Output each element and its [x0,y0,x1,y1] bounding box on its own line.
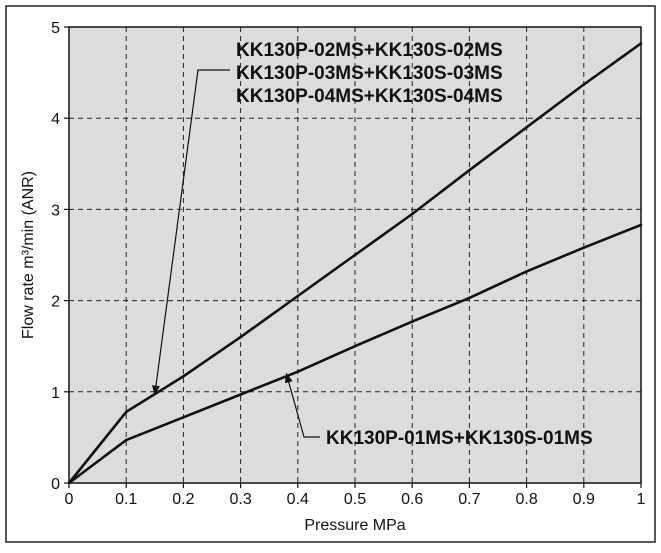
annotation-upper-label: KK130P-04MS+KK130S-04MS [236,86,503,107]
series-2-point [67,481,71,485]
series-1-point [182,374,185,378]
series-2-point [296,370,300,374]
x-tick-label: 0.3 [229,491,251,508]
series-1-point [582,83,586,86]
series-1-point [410,212,414,216]
series-2-point [639,223,643,227]
series-2-point [468,296,471,300]
x-tick-label: 1 [637,491,646,508]
series-1-point [296,294,300,298]
series-1-point [525,126,528,129]
x-tick-label: 0.5 [344,491,366,508]
annotation-upper-arrow [152,69,230,396]
series-2-point [124,438,128,442]
x-tick-label: 0.2 [172,491,194,508]
x-tick-label: 0.4 [287,491,309,508]
x-tick-label: 0 [65,491,74,508]
annotation-lower-arrow [284,372,320,438]
y-tick-label: 4 [51,111,60,128]
y-tick-label: 3 [51,202,60,219]
x-tick-label: 0.6 [401,491,423,508]
y-tick-label: 2 [51,294,60,311]
series-2-point [353,344,357,348]
y-tick-label: 5 [51,20,60,37]
y-tick-label: 0 [51,476,60,493]
x-tick-label: 0.1 [115,491,137,508]
y-axis-label: Flow rate m³/min (ANR) [20,171,37,339]
x-axis-label: Pressure MPa [304,517,405,534]
series-2-point [239,393,242,396]
annotation-upper-label: KK130P-02MS+KK130S-02MS [236,40,503,61]
y-tick-label: 1 [51,385,60,402]
series-1-point [353,253,357,257]
x-tick-label: 0.9 [573,491,595,508]
series-2-point [582,246,586,250]
x-tick-label: 0.8 [515,491,537,508]
annotation-lower-label: KK130P-01MS+KK130S-01MS [326,428,593,449]
series-1-point [124,410,128,414]
x-tick-label: 0.7 [458,491,480,508]
series-1-point [468,168,471,172]
series-1-point [239,335,242,339]
annotation-upper-label: KK130P-03MS+KK130S-03MS [236,63,503,84]
series-2-point [525,270,528,273]
series-2-point [182,416,185,419]
series-1-point [639,42,643,45]
series-2-point [410,320,414,323]
